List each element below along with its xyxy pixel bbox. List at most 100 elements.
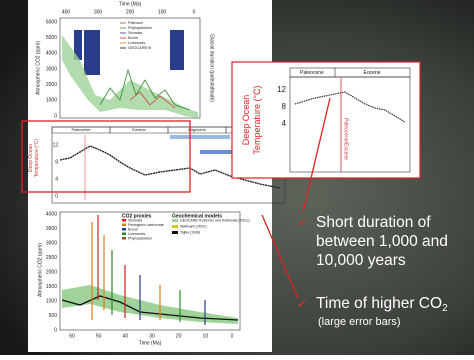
legend-label: Paleosol — [128, 21, 143, 25]
y-tick-label: 4000 — [46, 51, 57, 57]
y-tick-label: 2000 — [46, 269, 57, 275]
legend-label: Phytoplankton — [128, 237, 152, 241]
legend-label: Liverworts — [128, 232, 145, 236]
legend-label: Tajika (1998) — [180, 230, 200, 234]
y-tick-label: 2000 — [46, 82, 57, 88]
legend-label: Boron — [128, 228, 138, 232]
y-tick-label: 3000 — [46, 66, 57, 72]
y-tick-label: 8 — [282, 102, 287, 111]
plot-frame — [289, 76, 411, 173]
glacial-bar — [74, 30, 82, 60]
x-tick-label: 0 — [231, 333, 234, 339]
y-tick-label: 3500 — [46, 226, 57, 232]
epoch-label: Eocene — [364, 70, 381, 76]
x-tick-label: 200 — [126, 9, 135, 15]
y-axis-title-line: Temperature (°C) — [252, 85, 262, 154]
y-tick-label: 0 — [54, 327, 57, 333]
check-icon: ✓ — [297, 295, 308, 310]
top-chart: Time (Ma) 400 300 200 100 0 6000 5000 4000 3000 2… — [35, 1, 214, 119]
legend-label: Liverworts — [128, 41, 145, 45]
x-tick-label: 20 — [176, 333, 182, 339]
y-tick-label: 8 — [55, 159, 58, 165]
y-tick-label: 3000 — [46, 240, 57, 246]
y-tick-label: 12 — [277, 85, 286, 94]
highlight-box — [21, 120, 191, 193]
x-tick-label: 100 — [158, 9, 167, 15]
legend-swatch — [172, 219, 178, 222]
x-tick-label: 30 — [149, 333, 155, 339]
model-line — [61, 295, 239, 321]
legend-title: Geochemical models — [172, 213, 222, 219]
x-tick-label: 50 — [96, 333, 102, 339]
y-axis-title-line: Temperature (°C) — [34, 138, 40, 177]
legend-swatch — [122, 237, 126, 240]
legend-title: CO2 proxies — [122, 213, 152, 219]
epoch-label: Paleocene — [300, 70, 324, 76]
y-tick-label: 1500 — [46, 284, 57, 290]
legend-swatch — [172, 225, 178, 228]
y-tick-label: 5000 — [46, 35, 57, 41]
legend-label: Stomata — [128, 31, 143, 35]
bullet-text: Time of higher CO2 — [316, 295, 448, 314]
y-tick-label: 6000 — [46, 19, 57, 25]
y-tick-label: 4000 — [46, 211, 57, 217]
callout-line — [302, 97, 331, 213]
bullet-text: between 1,000 and — [316, 233, 448, 250]
legend-label: GEOCARB III — [128, 46, 151, 50]
x-axis-title: Time (Ma) — [139, 340, 162, 346]
plot-frame — [59, 211, 241, 331]
legend-label: GEOCARB III (Berner and Kothavala (2001)… — [180, 218, 250, 222]
legend-swatch — [122, 219, 126, 222]
legend-swatch — [122, 232, 126, 235]
bullet-subscript: 2 — [442, 303, 448, 314]
plot-frame — [59, 17, 201, 119]
temperature-curve — [294, 91, 406, 123]
y-tick-label: 1000 — [46, 298, 57, 304]
y-tick-label: 500 — [49, 313, 58, 319]
inset-frame — [231, 61, 421, 179]
glacial-bar — [84, 30, 100, 75]
bullet-text: Short duration of — [316, 214, 431, 231]
y-tick-label: 4 — [282, 119, 287, 128]
zoom-inset: Paleocene Eocene 12 8 4 Paleocene/Eocene D… — [231, 61, 421, 179]
y-tick-label: 12 — [52, 142, 58, 148]
y-axis-title: Deep OceanTemperature (°C) — [28, 138, 40, 177]
bullet-text: 10,000 years — [316, 252, 406, 269]
epoch-label: Paleocene — [72, 127, 92, 132]
legend-swatch — [122, 223, 126, 226]
x-tick-label: 40 — [123, 333, 129, 339]
model-band — [62, 285, 238, 324]
legend-swatch — [122, 228, 126, 231]
legend-label: Boron — [128, 36, 138, 40]
y-axis-title-line: Deep Ocean — [28, 144, 34, 172]
y-axis-title: Atmospheric CO2 (ppm) — [37, 243, 43, 297]
epoch-label: Oligocene — [188, 127, 207, 132]
legend-swatch — [172, 231, 178, 234]
legend-label: Pedogenic carbonate — [128, 223, 164, 227]
bullet-note: (large error bars) — [318, 316, 401, 328]
x-axis-title: Time (Ma) — [119, 1, 142, 7]
legend-label: Phytoplankton — [128, 26, 152, 30]
y-tick-label: 2500 — [46, 255, 57, 261]
y-tick-label: 0 — [55, 193, 58, 199]
bottom-chart: 4000 3500 3000 2500 2000 1500 1000 500 0 60 50 40 30… — [37, 211, 249, 346]
model-band — [62, 35, 198, 118]
proxy-line — [99, 68, 191, 111]
y-tick-label: 4 — [55, 176, 58, 182]
x-tick-label: 10 — [203, 333, 209, 339]
callout-line — [261, 214, 299, 299]
x-tick-label: 300 — [94, 9, 103, 15]
y-axis-title: Deep OceanTemperature (°C) — [241, 85, 262, 154]
legend-label: Wallmann (2001) — [180, 224, 207, 228]
proxy-bars — [91, 215, 206, 325]
check-icon: ✓ — [297, 214, 308, 229]
ice-bar — [200, 150, 240, 154]
event-label: Paleocene/Eocene — [343, 118, 349, 160]
x-tick-label: 0 — [193, 9, 196, 15]
bullet-main: Time of higher CO — [316, 295, 442, 312]
x-tick-label: 60 — [69, 333, 75, 339]
y-tick-label: 0 — [54, 113, 57, 119]
x-tick-label: 400 — [62, 9, 71, 15]
